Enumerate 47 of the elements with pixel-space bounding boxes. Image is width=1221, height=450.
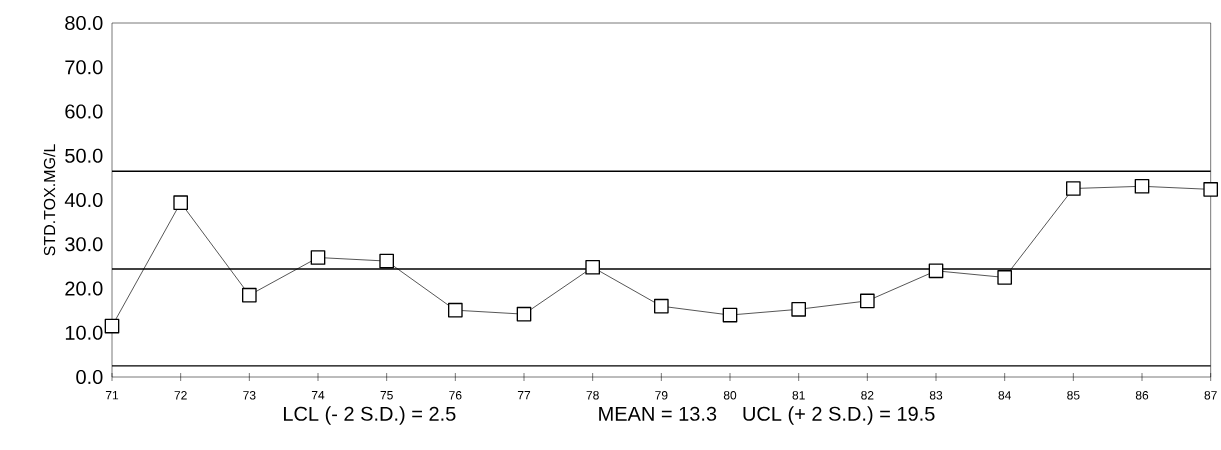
point xyxy=(860,293,875,309)
point xyxy=(104,318,120,334)
y-tick-label: 70.0 xyxy=(65,60,103,75)
y-axis-title: STD.TOX.MG/L xyxy=(43,144,56,256)
x-tick-label: 80 xyxy=(723,391,737,400)
text: LCL (- 2 S.D.) = 2.5 xyxy=(283,406,456,425)
point xyxy=(1203,182,1219,197)
point xyxy=(242,287,257,303)
x-tick-label: 87 xyxy=(1204,391,1217,400)
x-tick-label: 78 xyxy=(586,391,599,400)
point xyxy=(173,195,189,210)
x-tick-label: 75 xyxy=(380,391,393,400)
point xyxy=(310,250,326,265)
x-tick-label: 85 xyxy=(1067,391,1080,400)
x-tick-label: 79 xyxy=(655,391,668,400)
point xyxy=(928,263,944,279)
x-tick-label: 73 xyxy=(243,391,256,400)
y-tick-label: 10.0 xyxy=(65,325,103,340)
y-tick-label: 20.0 xyxy=(65,281,103,296)
point xyxy=(1134,178,1150,194)
y-tick-label: 80.0 xyxy=(65,15,103,31)
point xyxy=(448,302,463,318)
point xyxy=(516,306,532,322)
x-tick-label: 76 xyxy=(449,391,462,400)
y-tick-label: 0.0 xyxy=(76,369,103,385)
text: MEAN = 13.3 xyxy=(599,406,717,421)
x-tick-label: 82 xyxy=(861,391,874,400)
point xyxy=(585,259,601,275)
x-tick-label: 71 xyxy=(105,391,119,400)
y-tick-label: 60.0 xyxy=(65,104,103,119)
y-tick-label: 50.0 xyxy=(65,148,103,163)
y-tick-label: 40.0 xyxy=(64,192,103,208)
point xyxy=(791,301,807,317)
x-tick-label: 83 xyxy=(929,391,943,400)
x-tick-label: 72 xyxy=(174,391,187,400)
point xyxy=(722,307,738,323)
x-tick-label: 74 xyxy=(311,391,325,400)
x-tick-label: 84 xyxy=(998,391,1011,400)
point xyxy=(997,270,1013,285)
point xyxy=(654,298,669,314)
x-tick-label: 86 xyxy=(1135,391,1149,400)
point xyxy=(1066,181,1081,196)
y-tick-label: 30.0 xyxy=(65,237,103,252)
point xyxy=(379,253,394,269)
text: UCL (+ 2 S.D.) = 19.5 xyxy=(743,406,935,425)
x-tick-label: 77 xyxy=(517,391,531,400)
x-tick-label: 81 xyxy=(792,391,805,400)
